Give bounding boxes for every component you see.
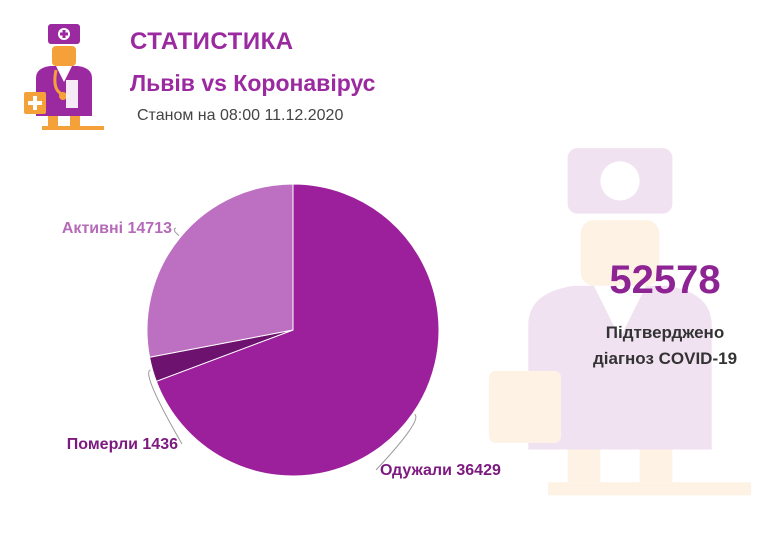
doctor-icon xyxy=(24,24,104,130)
label-recovered-leader xyxy=(375,413,417,471)
pie-slice-active xyxy=(146,183,294,358)
label-deaths-leader xyxy=(148,369,183,445)
page-title: СТАТИСТИКА xyxy=(130,28,294,55)
label-recovered: Одужали 36429 xyxy=(380,462,501,479)
label-active: Активні 14713 xyxy=(62,220,172,237)
total-caption-line1: Підтверджено xyxy=(605,323,725,342)
total-caption: Підтверджено діагноз COVID-19 xyxy=(560,320,767,372)
total-caption-line2: діагноз COVID-19 xyxy=(592,349,738,368)
label-deaths: Померли 1436 xyxy=(67,436,178,453)
page-subtitle: Львів vs Коронавірус xyxy=(130,70,376,96)
total-confirmed: 52578 xyxy=(609,258,721,302)
label-active-leader xyxy=(173,227,180,236)
pie-slice-recovered xyxy=(155,183,440,477)
report-date: Станом на 08:00 11.12.2020 xyxy=(137,107,344,124)
doctor-watermark-icon xyxy=(488,148,752,496)
